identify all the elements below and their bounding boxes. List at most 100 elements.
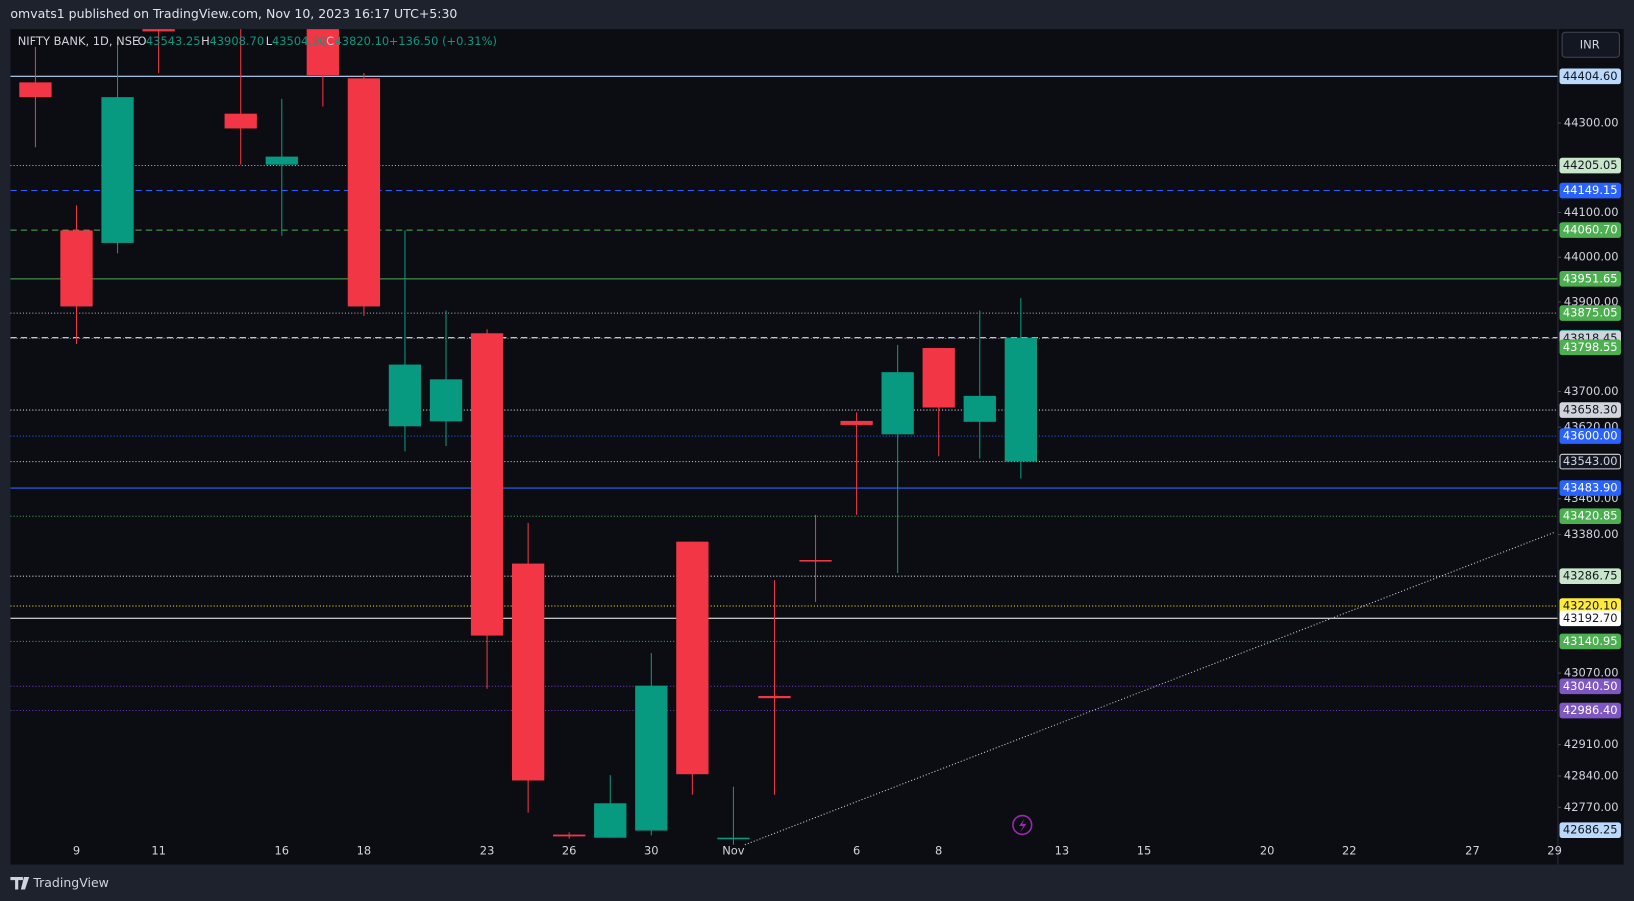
- lightning-bolt: [1019, 818, 1027, 833]
- level-label: 42986.40: [1563, 703, 1618, 717]
- candle-body: [840, 420, 873, 425]
- ohlc-key: C: [326, 34, 334, 48]
- legend: NIFTY BANK, 1D, NSE O 43543.25 H 43908.70 L 4…: [18, 34, 497, 48]
- level-label: 43658.30: [1563, 403, 1618, 417]
- level-label-bg: [1559, 822, 1621, 838]
- x-tick-label: 6: [853, 844, 860, 858]
- lightning-icon[interactable]: [1012, 814, 1033, 836]
- level-label-bg: [1559, 568, 1621, 585]
- level-label: 43140.95: [1563, 634, 1618, 648]
- x-tick-label: 11: [151, 844, 166, 858]
- currency-button[interactable]: [1561, 31, 1620, 58]
- plot-area: [10, 29, 1624, 865]
- level-label-bg: [1559, 157, 1621, 174]
- ohlc-key: O: [138, 34, 147, 48]
- level-label-bg: [1559, 508, 1621, 525]
- x-tick-label: 18: [357, 844, 372, 858]
- level-label: 43192.70: [1563, 611, 1618, 625]
- ohlc-key: H: [201, 34, 210, 48]
- candle-body: [1004, 337, 1037, 462]
- ohlc-value: 43504.90: [272, 34, 327, 48]
- y-tick-label: 44300.00: [1564, 116, 1619, 130]
- tv-logo: [10, 877, 30, 890]
- level-label: 43483.90: [1563, 481, 1618, 495]
- candle-body: [511, 563, 545, 781]
- level-label-bg: [1559, 678, 1621, 695]
- candle-body: [306, 29, 339, 76]
- y-tick-label: 43900.00: [1564, 294, 1619, 308]
- y-tick-label: 43380.00: [1564, 527, 1619, 541]
- candle-body: [429, 379, 463, 422]
- currency[interactable]: INR: [1580, 37, 1600, 51]
- candle-body: [594, 803, 627, 838]
- level-label-bg: [1559, 68, 1621, 85]
- ohlc-key: L: [266, 34, 273, 48]
- level-label: 44404.60: [1563, 69, 1618, 83]
- price-axis: 44300.00 44100.00 44000.00 43900.00 43700.00…: [1557, 29, 1624, 865]
- candle-body: [347, 78, 381, 307]
- level-label: 43040.50: [1563, 679, 1618, 693]
- x-tick-label: 20: [1260, 844, 1275, 858]
- x-tick-label: 22: [1342, 844, 1357, 858]
- level-label: 44149.15: [1563, 183, 1618, 197]
- ohlc-value: 43543.25: [146, 34, 201, 48]
- level-label-bg: [1559, 610, 1621, 627]
- x-tick-label: Nov: [722, 844, 745, 858]
- level-label: 43543.00: [1563, 454, 1618, 468]
- ohlc-value: 43820.10: [335, 34, 390, 48]
- x-tick-label: 26: [562, 844, 577, 858]
- level-label-bg: [1559, 271, 1621, 287]
- y-tick-label: 42910.00: [1564, 737, 1619, 751]
- candle-body: [676, 541, 709, 775]
- level-label: 43420.85: [1563, 509, 1618, 523]
- level-label-bg: [1559, 305, 1621, 321]
- candle-body: [635, 685, 668, 831]
- candle-body: [60, 230, 93, 307]
- candle-body: [19, 82, 52, 98]
- symbol-title: NIFTY BANK, 1D, NSE: [18, 34, 140, 48]
- candle-body: [922, 348, 955, 408]
- level-label-bg: [1559, 633, 1621, 650]
- trend-line: [744, 531, 1555, 846]
- ohlc-value: 43908.70: [209, 34, 264, 48]
- candle-body: [881, 372, 914, 435]
- x-tick-label: 23: [480, 844, 495, 858]
- x-tick-label: 13: [1055, 844, 1070, 858]
- level-label: 42686.25: [1563, 823, 1618, 837]
- level-label: 43951.65: [1563, 271, 1618, 285]
- level-label-bg: [1559, 453, 1621, 470]
- x-tick-label: 15: [1137, 844, 1152, 858]
- candle-body: [265, 156, 298, 165]
- x-tick-label: 9: [73, 844, 80, 858]
- y-tick-label: 43700.00: [1564, 384, 1619, 398]
- level-label-bg: [1559, 428, 1621, 444]
- candle-body: [553, 834, 586, 837]
- candle-body: [799, 559, 832, 562]
- x-tick-label: 29: [1547, 844, 1562, 858]
- x-tick-label: 16: [274, 844, 289, 858]
- level-label-bg: [1559, 339, 1621, 356]
- level-label-bg: [1559, 182, 1621, 199]
- candle-body: [470, 333, 504, 636]
- candle-body: [717, 837, 750, 840]
- level-label: 43875.05: [1563, 306, 1618, 320]
- y-tick-label: 44100.00: [1564, 205, 1619, 219]
- candle-body: [963, 395, 996, 422]
- plot: [10, 29, 1558, 846]
- level-label-bg: [1559, 480, 1621, 496]
- candle-body: [758, 695, 791, 699]
- level-label: 43220.10: [1563, 599, 1618, 613]
- x-tick-label: 27: [1465, 844, 1480, 858]
- candle-body: [388, 364, 422, 427]
- x-tick-label: 8: [935, 844, 942, 858]
- y-tick-label: 42770.00: [1564, 800, 1619, 814]
- candle-body: [224, 113, 257, 129]
- level-label: 44205.05: [1563, 158, 1618, 172]
- candle-body: [142, 29, 175, 32]
- level-label-bg: [1559, 402, 1621, 418]
- level-label: 43286.75: [1563, 569, 1618, 583]
- level-label: 44060.70: [1563, 223, 1618, 237]
- level-label-bg: [1559, 702, 1621, 719]
- footer-brand: TradingView: [32, 875, 109, 890]
